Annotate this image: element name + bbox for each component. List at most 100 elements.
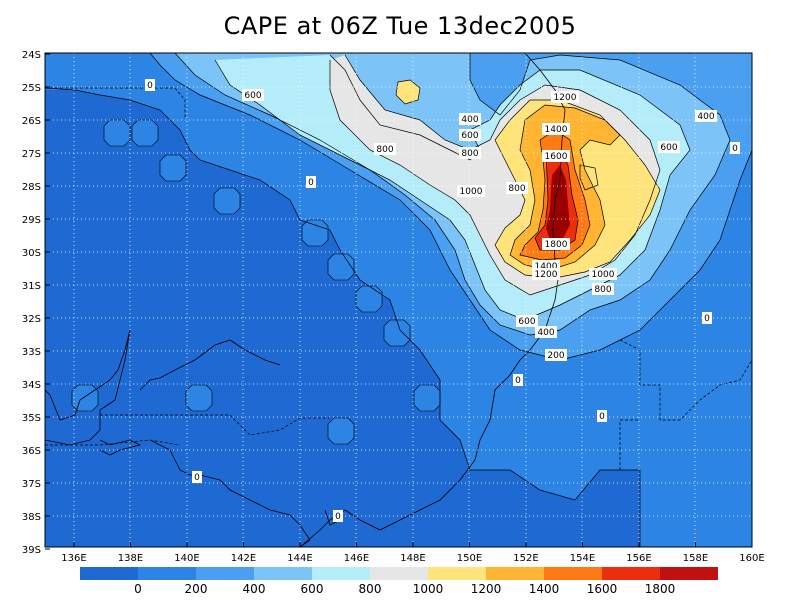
contour-label: 600	[244, 91, 261, 101]
contour-line	[509, 104, 621, 271]
patch	[355, 285, 383, 313]
coastline	[139, 339, 281, 391]
lon-label: 144E	[287, 553, 312, 564]
contour-label-bg	[242, 89, 264, 101]
lat-label: 29S	[22, 215, 41, 226]
contour-label: 1600	[545, 152, 568, 162]
dashed-contour	[619, 339, 752, 421]
lat-label: 26S	[22, 116, 41, 127]
colorbar-label: 1400	[529, 582, 560, 596]
contour-label-bg	[542, 150, 570, 162]
lat-label: 27S	[22, 149, 41, 160]
contour-label-bg	[513, 374, 523, 386]
contour-label-bg	[306, 176, 316, 188]
cape-region-above-1800	[546, 165, 570, 240]
patch	[301, 219, 329, 247]
colorbar-segment	[486, 567, 544, 580]
dashed-contour	[100, 414, 330, 436]
contour-label-bg	[730, 142, 740, 154]
patch	[159, 154, 187, 182]
contour-label: 1200	[554, 93, 577, 103]
contour-label-bg	[459, 147, 481, 159]
colorbar-segment	[196, 567, 254, 580]
contour-label-bg	[333, 510, 343, 522]
lat-label: 28S	[22, 182, 41, 193]
colorbar-label: 1000	[413, 582, 444, 596]
contour-label-bg	[542, 123, 570, 135]
patch	[413, 384, 441, 412]
colorbar-segment	[138, 567, 196, 580]
contour-label: 1400	[545, 125, 568, 135]
patch	[213, 187, 241, 215]
coastline	[99, 439, 142, 456]
contour-label-bg	[542, 238, 570, 250]
contour-label: 0	[335, 512, 341, 522]
contour-line	[494, 99, 661, 279]
contour-label: 800	[508, 184, 525, 194]
contour-label-bg	[695, 110, 717, 122]
contour-label-bg	[516, 315, 538, 327]
cape-field	[45, 53, 752, 547]
lat-label: 25S	[22, 83, 41, 94]
patch	[327, 253, 355, 281]
lon-label: 138E	[118, 553, 143, 564]
contour-label: 1200	[535, 270, 558, 280]
contour-label-bg	[702, 312, 712, 324]
dashed-contours	[45, 87, 752, 470]
lon-label: 152E	[513, 553, 538, 564]
patch	[327, 417, 355, 445]
lon-label: 156E	[626, 553, 651, 564]
colorbar: 0 200 400 600 800 1000 1200 1400 1600 1800	[80, 567, 718, 596]
lon-label: 154E	[570, 553, 595, 564]
dashed-contour	[619, 419, 640, 470]
colorbar-label: 800	[359, 582, 382, 596]
contour-line	[395, 79, 421, 105]
contour-label: 400	[537, 328, 554, 338]
colorbar-label: 1600	[587, 582, 618, 596]
colorbar-segment	[544, 567, 602, 580]
contour-label-bg	[145, 79, 155, 91]
contour-label: 0	[599, 412, 605, 422]
contour-label-bg	[192, 471, 202, 483]
colorbar-label: 600	[301, 582, 324, 596]
contour-label: 0	[704, 314, 710, 324]
contour-label-bg	[532, 268, 560, 280]
contour-label: 800	[461, 149, 478, 159]
contour-label: 1000	[592, 270, 615, 280]
colorbar-segment	[602, 567, 660, 580]
lon-label: 136E	[61, 553, 86, 564]
contour-label-bg	[551, 91, 579, 103]
dashed-contour	[45, 439, 181, 446]
contour-label: 800	[594, 285, 611, 295]
contour-label-bg	[457, 185, 485, 197]
contour-label: 600	[461, 131, 478, 141]
latitude-labels: 24S 25S 26S 27S 28S 29S 30S 31S 32S 33S 34S 35S 36S 3…	[22, 50, 50, 556]
lon-label: 142E	[231, 553, 256, 564]
contour-label: 600	[518, 317, 535, 327]
low-cape-patches	[71, 119, 441, 445]
longitude-labels: 136E 138E 140E 142E 144E 146E 148E 150E 152E 154E…	[61, 542, 765, 564]
patch	[131, 119, 159, 147]
colorbar-label: 1800	[645, 582, 676, 596]
contour-label: 400	[461, 115, 478, 125]
cape-region-1000-1200-b	[396, 80, 420, 104]
lat-label: 34S	[22, 380, 41, 391]
lat-label: 39S	[22, 545, 41, 556]
lat-label: 33S	[22, 347, 41, 358]
lon-label: 158E	[683, 553, 708, 564]
contour-label: 0	[308, 178, 314, 188]
colorbar-label: 200	[185, 582, 208, 596]
lat-label: 32S	[22, 314, 41, 325]
colorbar-segment	[312, 567, 370, 580]
contour-label: 200	[547, 351, 564, 361]
colorbar-label: 0	[134, 582, 142, 596]
plot-frame	[44, 52, 753, 548]
contour-line	[519, 129, 591, 261]
patch	[185, 384, 213, 412]
contour-label-bg	[658, 141, 680, 153]
colorbar-segment	[660, 567, 718, 580]
lat-label: 30S	[22, 248, 41, 259]
contour-line	[149, 53, 752, 361]
contour-label-bg	[506, 182, 528, 194]
lon-label: 146E	[344, 553, 369, 564]
